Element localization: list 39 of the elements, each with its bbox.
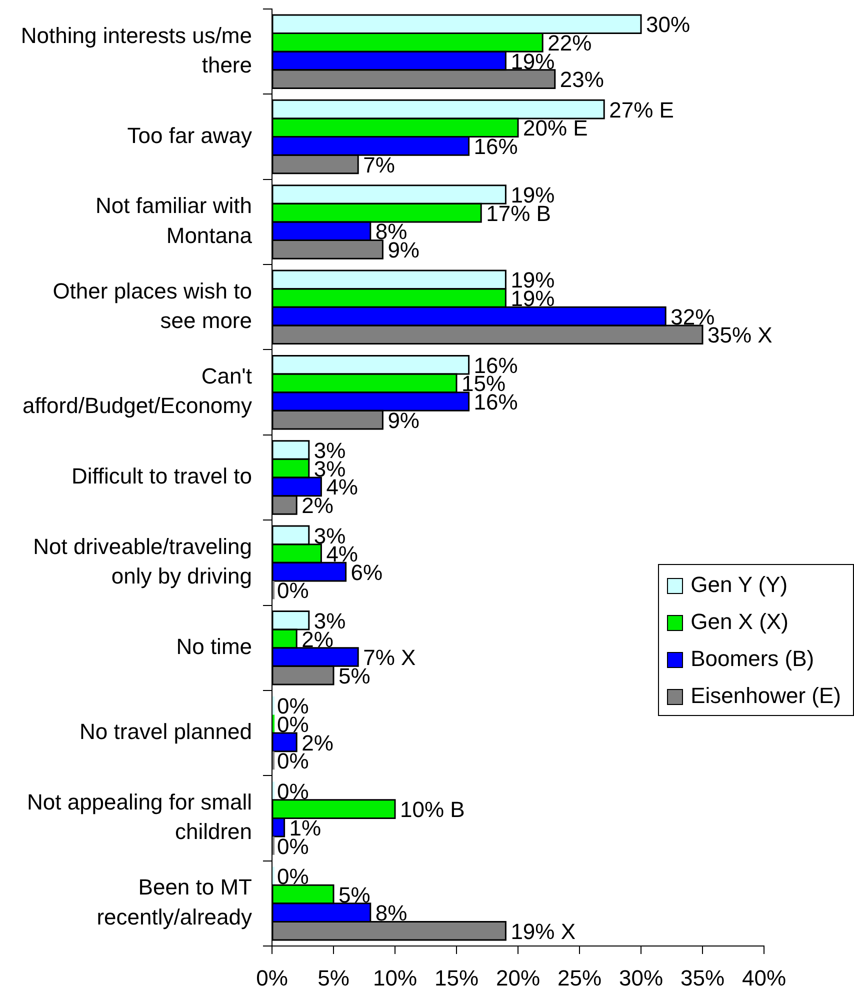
y-tick-label: Too far away [127, 122, 252, 148]
y-tick-label: Been to MT recently/already [96, 874, 252, 930]
data-label: 0% [277, 864, 309, 889]
legend-label: Eisenhower (E) [690, 683, 841, 708]
legend-label: Boomers (B) [690, 646, 814, 671]
data-label: 23% [560, 67, 604, 92]
x-tick-label: 20% [496, 965, 540, 987]
y-tick-label: Not driveable/traveling only by driving [33, 534, 252, 589]
x-tick-label: 5% [318, 965, 350, 987]
x-tick-label: 30% [618, 965, 664, 987]
data-label: 19% X [510, 918, 576, 944]
data-label: 8% [375, 900, 408, 926]
data-label: 27% E [609, 97, 674, 122]
x-tick-label: 25% [557, 965, 602, 987]
y-tick-label: Nothing interests us/me there [20, 22, 252, 78]
data-label: 0% [277, 578, 309, 604]
y-tick-label: Not familiar with Montana [96, 193, 253, 248]
data-label: 7% [363, 152, 395, 178]
data-label: 16% [474, 134, 518, 159]
data-label: 30% [646, 12, 690, 38]
y-tick-label: Not appealing for small children [26, 789, 252, 844]
y-tick-label: Other places wish to see more [52, 278, 252, 334]
data-label: 9% [388, 408, 420, 433]
data-label: 20% E [523, 116, 588, 141]
y-tick-label: Difficult to travel to [71, 464, 252, 489]
data-label: 10% B [400, 797, 465, 822]
x-tick-label: 15% [434, 965, 479, 987]
data-label: 5% [338, 882, 370, 908]
x-tick-label: 40% [742, 965, 786, 987]
x-tick-label: 35% [680, 965, 725, 987]
y-tick-label: No travel planned [80, 719, 252, 744]
legend-label: Gen Y (Y) [690, 572, 788, 597]
x-tick-label: 0% [256, 965, 288, 987]
data-label: 0% [277, 778, 309, 804]
x-tick-label: 10% [372, 965, 418, 987]
y-tick-label: Can't afford/Budget/Economy [22, 364, 252, 418]
data-label: 2% [302, 493, 334, 518]
legend-label: Gen X (X) [690, 609, 788, 634]
y-tick-label: No time [176, 634, 252, 659]
